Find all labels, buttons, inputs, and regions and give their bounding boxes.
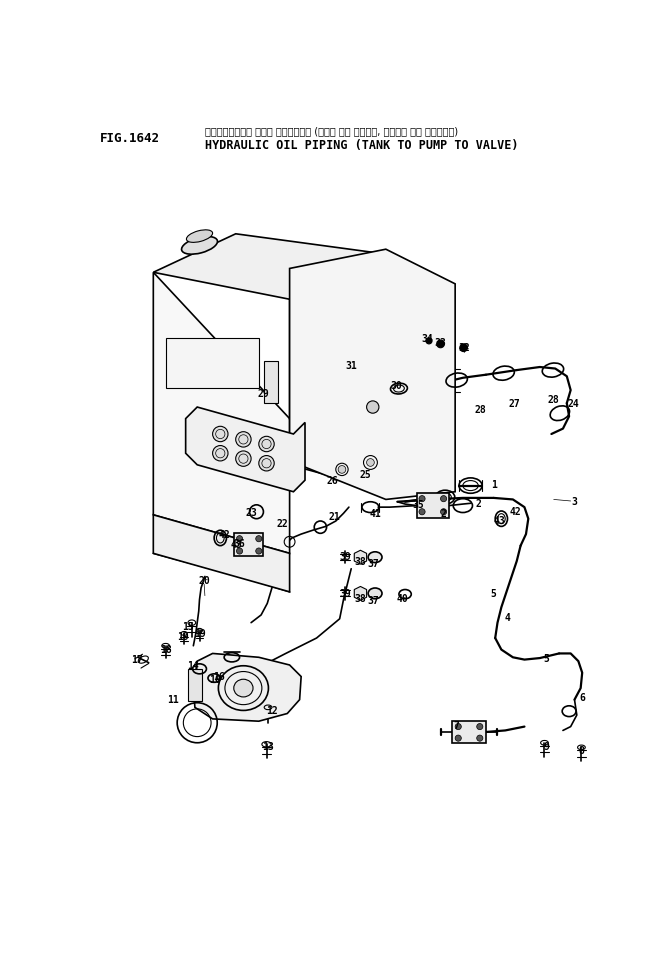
Circle shape bbox=[366, 459, 374, 467]
Circle shape bbox=[236, 452, 251, 467]
Circle shape bbox=[426, 338, 432, 345]
Bar bbox=[452, 722, 486, 743]
Circle shape bbox=[213, 427, 228, 442]
Text: 38: 38 bbox=[354, 593, 366, 604]
Text: 39: 39 bbox=[339, 588, 351, 598]
Circle shape bbox=[256, 549, 262, 554]
Text: 25: 25 bbox=[359, 470, 371, 480]
Text: 26: 26 bbox=[327, 476, 339, 485]
Circle shape bbox=[259, 456, 274, 472]
Text: 5: 5 bbox=[491, 589, 497, 599]
Text: 19: 19 bbox=[194, 628, 205, 638]
Text: 43: 43 bbox=[494, 516, 506, 526]
Text: 37: 37 bbox=[367, 558, 378, 569]
Text: 10: 10 bbox=[209, 675, 221, 684]
Text: 21: 21 bbox=[328, 512, 340, 522]
Text: 13: 13 bbox=[262, 741, 274, 752]
Bar bbox=[264, 361, 278, 404]
Text: FIG.1642: FIG.1642 bbox=[99, 133, 160, 145]
Polygon shape bbox=[354, 587, 366, 601]
Text: 2: 2 bbox=[441, 508, 446, 518]
Circle shape bbox=[236, 549, 243, 554]
Circle shape bbox=[419, 509, 425, 515]
Text: 30: 30 bbox=[390, 382, 402, 391]
Text: ハイト゛ロリック オイル ハイピンク゛ (タンク かラ ホンプ゛, ホンプ゛ かラ ハイルフ゛): ハイト゛ロリック オイル ハイピンク゛ (タンク かラ ホンプ゛, ホンプ゛ か… bbox=[205, 126, 458, 136]
Polygon shape bbox=[153, 273, 290, 554]
Bar bbox=[234, 533, 264, 556]
Text: 42: 42 bbox=[218, 530, 230, 539]
Circle shape bbox=[441, 509, 447, 515]
Polygon shape bbox=[153, 234, 378, 300]
Circle shape bbox=[455, 735, 461, 742]
Text: 16: 16 bbox=[213, 671, 225, 681]
Text: 39: 39 bbox=[339, 551, 351, 561]
Text: 40: 40 bbox=[397, 593, 409, 604]
Circle shape bbox=[338, 466, 346, 474]
Text: 28: 28 bbox=[474, 405, 486, 415]
Text: 12: 12 bbox=[266, 705, 278, 715]
Text: 3: 3 bbox=[572, 497, 578, 506]
Text: 23: 23 bbox=[246, 507, 258, 517]
Text: 19: 19 bbox=[177, 631, 189, 641]
Bar bbox=[166, 338, 259, 388]
Text: 22: 22 bbox=[276, 518, 288, 528]
Circle shape bbox=[213, 446, 228, 461]
Text: 7: 7 bbox=[453, 721, 459, 730]
Text: 33: 33 bbox=[434, 338, 446, 348]
Text: 4: 4 bbox=[505, 612, 511, 623]
Circle shape bbox=[476, 735, 483, 742]
Text: 34: 34 bbox=[421, 333, 433, 343]
Text: 29: 29 bbox=[258, 389, 269, 399]
Text: 24: 24 bbox=[568, 399, 580, 408]
Text: 41: 41 bbox=[369, 508, 381, 518]
Text: 20: 20 bbox=[198, 575, 210, 585]
Bar bbox=[417, 494, 449, 518]
Circle shape bbox=[236, 432, 251, 448]
Text: 28: 28 bbox=[547, 394, 559, 405]
Ellipse shape bbox=[368, 553, 382, 563]
Circle shape bbox=[259, 437, 274, 453]
Text: 15: 15 bbox=[182, 621, 194, 631]
Text: 11: 11 bbox=[166, 694, 178, 704]
Text: 38: 38 bbox=[354, 556, 366, 566]
Text: 43: 43 bbox=[231, 539, 242, 550]
Text: 31: 31 bbox=[346, 360, 357, 370]
Polygon shape bbox=[290, 250, 455, 500]
Polygon shape bbox=[193, 653, 301, 722]
Circle shape bbox=[366, 402, 379, 414]
Text: 32: 32 bbox=[458, 343, 470, 353]
Circle shape bbox=[476, 724, 483, 730]
Ellipse shape bbox=[182, 237, 217, 255]
Text: 36: 36 bbox=[234, 538, 246, 548]
Circle shape bbox=[236, 536, 243, 542]
Text: 17: 17 bbox=[132, 654, 143, 664]
Text: 18: 18 bbox=[160, 644, 172, 654]
Text: 27: 27 bbox=[509, 399, 520, 408]
Text: 8: 8 bbox=[578, 746, 584, 755]
Polygon shape bbox=[354, 551, 366, 564]
Circle shape bbox=[256, 536, 262, 542]
Text: 35: 35 bbox=[412, 500, 424, 509]
Circle shape bbox=[455, 724, 461, 730]
Text: 42: 42 bbox=[509, 506, 521, 516]
Polygon shape bbox=[290, 254, 378, 419]
Ellipse shape bbox=[368, 588, 382, 599]
Polygon shape bbox=[186, 407, 305, 492]
Text: 37: 37 bbox=[367, 595, 378, 604]
Text: 2: 2 bbox=[475, 499, 481, 508]
Text: 6: 6 bbox=[579, 692, 585, 702]
Polygon shape bbox=[153, 515, 290, 592]
Circle shape bbox=[441, 496, 447, 503]
Text: 9: 9 bbox=[543, 741, 549, 752]
Ellipse shape bbox=[234, 679, 253, 698]
Text: 1: 1 bbox=[491, 480, 497, 489]
Text: 14: 14 bbox=[187, 660, 199, 670]
Circle shape bbox=[419, 496, 425, 503]
Text: 5: 5 bbox=[543, 653, 549, 663]
Circle shape bbox=[460, 345, 468, 353]
Text: HYDRAULIC OIL PIPING (TANK TO PUMP TO VALVE): HYDRAULIC OIL PIPING (TANK TO PUMP TO VA… bbox=[205, 138, 519, 152]
Bar bbox=[188, 669, 202, 702]
Circle shape bbox=[437, 341, 444, 349]
Ellipse shape bbox=[187, 231, 213, 243]
